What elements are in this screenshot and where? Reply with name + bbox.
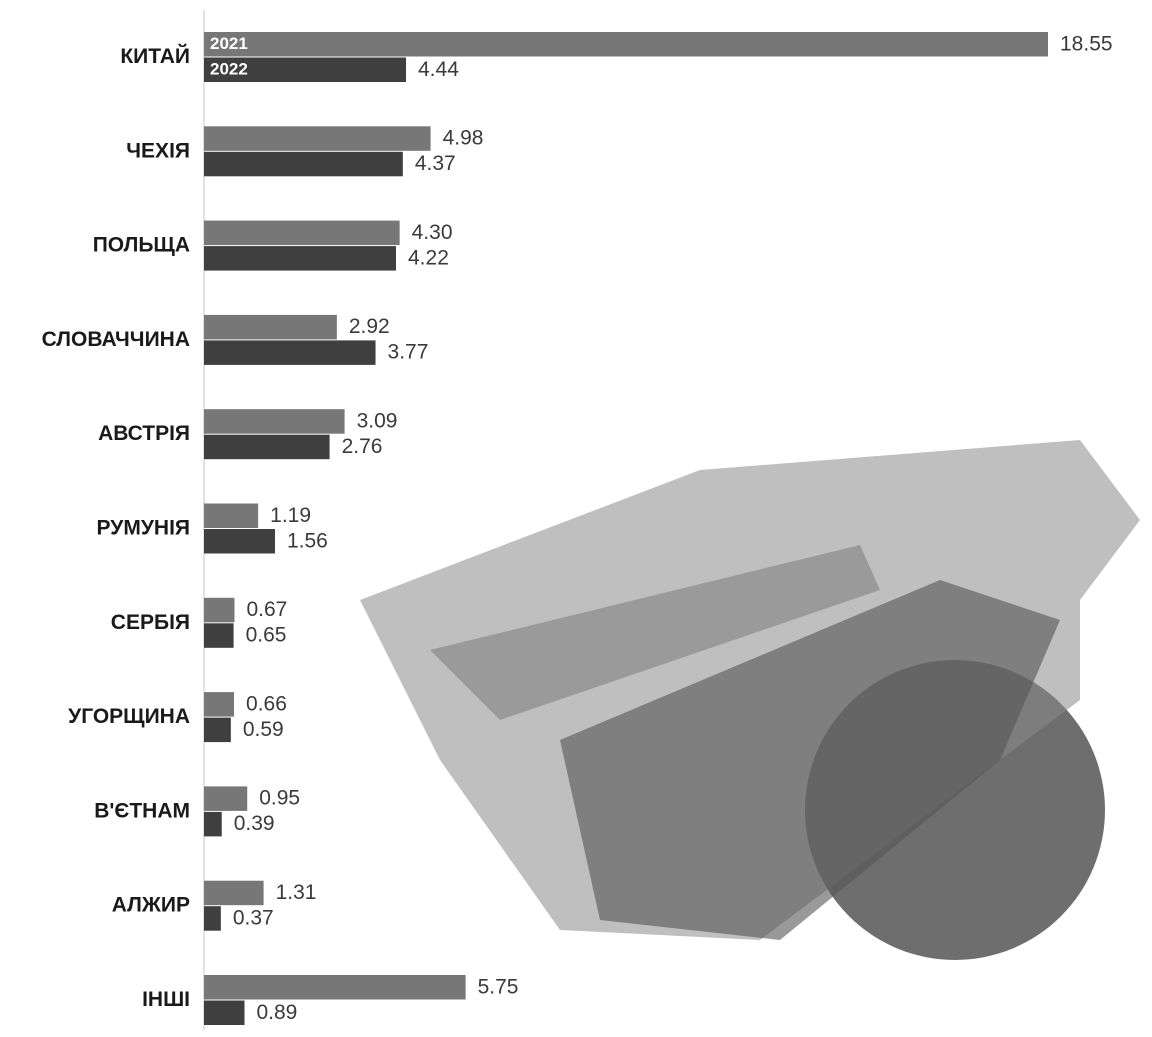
- bar: [204, 880, 264, 906]
- value-label: 1.56: [287, 529, 328, 552]
- bar: [204, 434, 330, 460]
- category-label: КИТАЙ: [120, 44, 190, 68]
- bar: [204, 32, 1048, 57]
- value-label: 4.44: [418, 58, 459, 81]
- bar: [204, 1000, 245, 1025]
- bar: [204, 906, 221, 931]
- legend-label: 2022: [210, 60, 248, 79]
- category-label: ЧЕХІЯ: [126, 139, 190, 162]
- bar: [204, 975, 466, 1000]
- bar: [204, 151, 403, 177]
- bar: [204, 220, 400, 246]
- value-label: 4.30: [412, 221, 453, 244]
- value-label: 4.37: [415, 152, 456, 175]
- value-label: 0.66: [246, 692, 287, 715]
- bar: [204, 503, 259, 528]
- value-label: 2.92: [349, 315, 390, 338]
- category-label: УГОРЩИНА: [68, 705, 190, 728]
- category-label: СЛОВАЧЧИНА: [42, 328, 190, 351]
- category-label: ІНШІ: [142, 988, 190, 1011]
- bar: [204, 623, 234, 648]
- bar: [204, 57, 407, 82]
- bar: [204, 126, 431, 151]
- value-label: 4.98: [443, 127, 484, 150]
- value-label: 0.95: [259, 787, 300, 810]
- category-label: АВСТРІЯ: [98, 422, 190, 445]
- value-label: 0.89: [256, 1001, 297, 1024]
- value-label: 0.65: [246, 624, 287, 647]
- decoration: [360, 440, 1140, 960]
- bar: [204, 811, 222, 837]
- category-label: СЕРБІЯ: [111, 611, 190, 634]
- value-label: 3.09: [357, 409, 398, 432]
- bar: [204, 717, 231, 743]
- value-label: 4.22: [408, 246, 449, 269]
- category-label: ПОЛЬЩА: [93, 234, 190, 257]
- value-label: 0.39: [234, 812, 275, 835]
- category-label: РУМУНІЯ: [97, 517, 190, 540]
- value-label: 18.55: [1060, 32, 1113, 55]
- value-label: 1.19: [270, 504, 311, 527]
- bar: [204, 246, 397, 271]
- category-label: В'ЄТНАМ: [94, 799, 190, 822]
- value-label: 5.75: [478, 975, 519, 998]
- value-label: 3.77: [388, 341, 429, 364]
- bar: [204, 340, 376, 365]
- value-label: 0.67: [246, 598, 287, 621]
- bar: [204, 597, 235, 623]
- value-label: 2.76: [342, 435, 383, 458]
- bar: [204, 314, 337, 340]
- bar: [204, 786, 248, 811]
- value-label: 1.31: [276, 881, 317, 904]
- category-label: АЛЖИР: [112, 894, 190, 917]
- bar: [204, 409, 345, 434]
- bar: [204, 529, 275, 554]
- value-label: 0.37: [233, 906, 274, 929]
- bar: [204, 692, 235, 717]
- legend-label: 2021: [210, 34, 248, 53]
- value-label: 0.59: [243, 718, 284, 741]
